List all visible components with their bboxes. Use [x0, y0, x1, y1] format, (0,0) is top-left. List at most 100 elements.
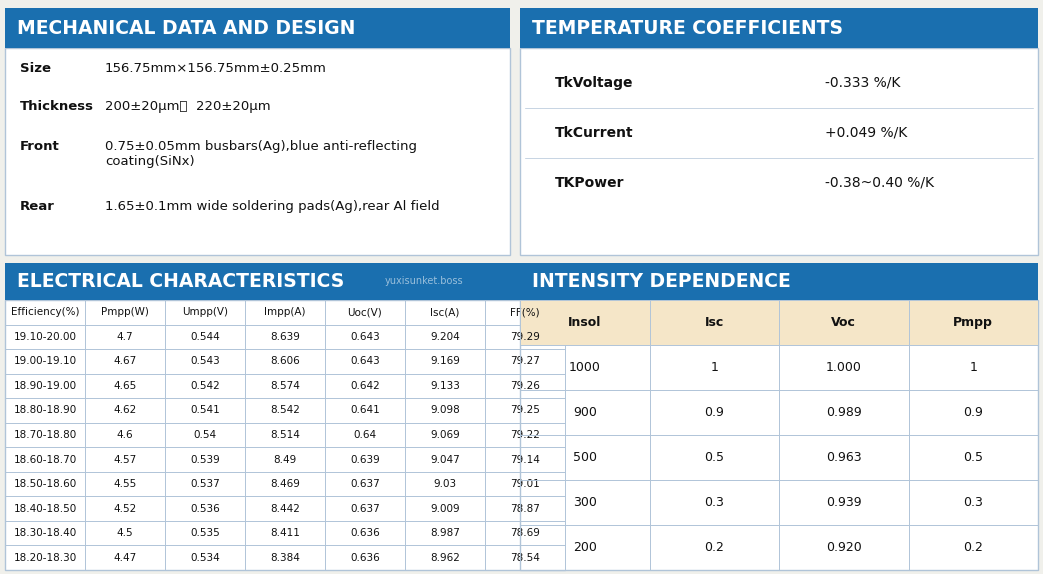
Text: 4.67: 4.67 — [114, 356, 137, 366]
Text: 0.920: 0.920 — [826, 541, 862, 554]
Bar — [520, 300, 1038, 345]
Text: Efficiency(%): Efficiency(%) — [10, 307, 79, 317]
Text: 0.2: 0.2 — [704, 541, 724, 554]
Text: 79.25: 79.25 — [510, 405, 540, 416]
Text: 900: 900 — [573, 406, 597, 419]
Text: 9.098: 9.098 — [430, 405, 460, 416]
Text: 79.22: 79.22 — [510, 430, 540, 440]
Text: 0.54: 0.54 — [193, 430, 217, 440]
Text: 8.384: 8.384 — [270, 553, 300, 563]
Text: -0.38~0.40 %/K: -0.38~0.40 %/K — [825, 176, 933, 190]
Text: 0.643: 0.643 — [350, 332, 380, 342]
Text: Voc: Voc — [831, 316, 856, 329]
Text: 8.962: 8.962 — [430, 553, 460, 563]
Text: 0.537: 0.537 — [190, 479, 220, 489]
Text: Isc: Isc — [705, 316, 724, 329]
Text: 8.606: 8.606 — [270, 356, 300, 366]
Text: 300: 300 — [573, 496, 597, 509]
Text: 0.9: 0.9 — [964, 406, 984, 419]
Text: Rear: Rear — [20, 200, 55, 213]
Text: 1.65±0.1mm wide soldering pads(Ag),rear Al field: 1.65±0.1mm wide soldering pads(Ag),rear … — [105, 200, 440, 213]
Text: TKPower: TKPower — [555, 176, 625, 190]
Text: 8.442: 8.442 — [270, 503, 300, 514]
Text: 9.133: 9.133 — [430, 381, 460, 391]
Text: 500: 500 — [573, 451, 597, 464]
Text: Pmpp(W): Pmpp(W) — [101, 307, 149, 317]
Text: 0.2: 0.2 — [964, 541, 984, 554]
Text: 0.963: 0.963 — [826, 451, 862, 464]
Text: 1: 1 — [969, 361, 977, 374]
Text: 78.54: 78.54 — [510, 553, 540, 563]
Bar — [520, 48, 1038, 255]
Text: TEMPERATURE COEFFICIENTS: TEMPERATURE COEFFICIENTS — [532, 18, 843, 37]
Text: 18.70-18.80: 18.70-18.80 — [14, 430, 76, 440]
Text: 0.636: 0.636 — [350, 553, 380, 563]
Text: 4.55: 4.55 — [114, 479, 137, 489]
Text: MECHANICAL DATA AND DESIGN: MECHANICAL DATA AND DESIGN — [17, 18, 356, 37]
Text: 8.987: 8.987 — [430, 528, 460, 538]
Text: 4.7: 4.7 — [117, 332, 134, 342]
Text: Size: Size — [20, 62, 51, 75]
Bar — [520, 8, 1038, 48]
Text: 9.03: 9.03 — [434, 479, 457, 489]
Text: 0.9: 0.9 — [704, 406, 724, 419]
Bar — [5, 8, 510, 48]
Text: 0.544: 0.544 — [190, 332, 220, 342]
Text: 0.534: 0.534 — [190, 553, 220, 563]
Text: 18.30-18.40: 18.30-18.40 — [14, 528, 76, 538]
Text: 4.65: 4.65 — [114, 381, 137, 391]
Text: 4.57: 4.57 — [114, 455, 137, 464]
Text: 18.80-18.90: 18.80-18.90 — [14, 405, 76, 416]
Text: TkVoltage: TkVoltage — [555, 76, 633, 90]
Bar — [5, 300, 565, 570]
Text: 0.542: 0.542 — [190, 381, 220, 391]
Text: Insol: Insol — [568, 316, 602, 329]
Text: 79.27: 79.27 — [510, 356, 540, 366]
Text: 8.411: 8.411 — [270, 528, 300, 538]
Text: 18.40-18.50: 18.40-18.50 — [14, 503, 76, 514]
Text: 18.50-18.60: 18.50-18.60 — [14, 479, 76, 489]
Text: 0.989: 0.989 — [826, 406, 862, 419]
Text: 156.75mm×156.75mm±0.25mm: 156.75mm×156.75mm±0.25mm — [105, 62, 326, 75]
Text: 0.5: 0.5 — [704, 451, 724, 464]
Text: 0.637: 0.637 — [350, 479, 380, 489]
Text: 79.29: 79.29 — [510, 332, 540, 342]
Text: 0.535: 0.535 — [190, 528, 220, 538]
Text: 18.90-19.00: 18.90-19.00 — [14, 381, 76, 391]
Text: 0.64: 0.64 — [354, 430, 377, 440]
Text: 4.62: 4.62 — [114, 405, 137, 416]
Text: 0.3: 0.3 — [704, 496, 724, 509]
Text: 0.643: 0.643 — [350, 356, 380, 366]
Text: -0.333 %/K: -0.333 %/K — [825, 76, 900, 90]
Text: 9.169: 9.169 — [430, 356, 460, 366]
Text: Umpp(V): Umpp(V) — [181, 307, 228, 317]
Text: Thickness: Thickness — [20, 100, 94, 113]
Text: Uoc(V): Uoc(V) — [347, 307, 383, 317]
Text: Isc(A): Isc(A) — [431, 307, 460, 317]
Text: 79.01: 79.01 — [510, 479, 540, 489]
Text: Pmpp: Pmpp — [953, 316, 993, 329]
Text: 9.069: 9.069 — [430, 430, 460, 440]
Text: INTENSITY DEPENDENCE: INTENSITY DEPENDENCE — [532, 272, 791, 291]
Text: 4.6: 4.6 — [117, 430, 134, 440]
Text: 0.637: 0.637 — [350, 503, 380, 514]
Text: 8.469: 8.469 — [270, 479, 300, 489]
Text: 0.636: 0.636 — [350, 528, 380, 538]
Text: yuxisunket.boss: yuxisunket.boss — [385, 277, 464, 286]
Text: 0.541: 0.541 — [190, 405, 220, 416]
Text: 19.10-20.00: 19.10-20.00 — [14, 332, 76, 342]
Text: 4.52: 4.52 — [114, 503, 137, 514]
Text: 79.26: 79.26 — [510, 381, 540, 391]
Text: 0.5: 0.5 — [964, 451, 984, 464]
Text: Front: Front — [20, 140, 59, 153]
Text: 8.49: 8.49 — [273, 455, 296, 464]
Text: Impp(A): Impp(A) — [264, 307, 306, 317]
Text: 0.939: 0.939 — [826, 496, 862, 509]
Text: 1: 1 — [710, 361, 719, 374]
Text: 78.87: 78.87 — [510, 503, 540, 514]
Text: +0.049 %/K: +0.049 %/K — [825, 126, 907, 140]
Text: 4.47: 4.47 — [114, 553, 137, 563]
Text: 9.204: 9.204 — [430, 332, 460, 342]
Text: 8.574: 8.574 — [270, 381, 300, 391]
Text: 4.5: 4.5 — [117, 528, 134, 538]
